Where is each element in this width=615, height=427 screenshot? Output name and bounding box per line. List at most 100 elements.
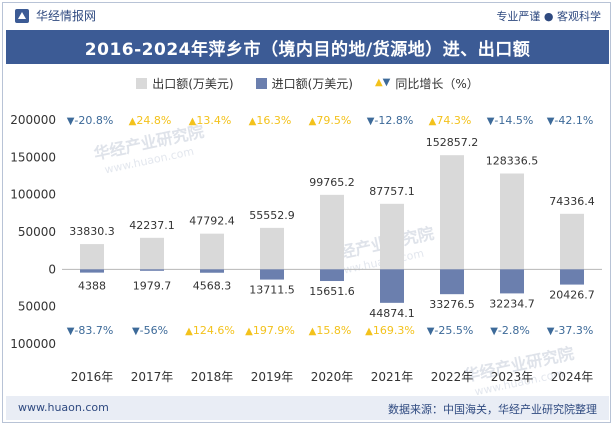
- import-bar: [260, 269, 284, 280]
- x-tick-label: 2019年: [251, 370, 294, 384]
- import-growth-label: -83.7%: [74, 324, 113, 337]
- export-bar: [260, 227, 284, 270]
- import-growth-item: ▼-83.7%: [67, 324, 114, 337]
- export-value-label: 152857.2: [426, 136, 479, 149]
- export-growth-item: ▼-20.8%: [67, 114, 114, 127]
- import-growth-label: 15.8%: [316, 324, 351, 337]
- export-bar: [440, 155, 464, 270]
- import-growth-item: ▼-37.3%: [547, 324, 594, 337]
- import-growth-label: 124.6%: [193, 324, 235, 337]
- import-growth-item: ▲15.8%: [309, 324, 352, 337]
- legend-label-import: 进口额(万美元): [271, 76, 353, 91]
- chart-title-bar: 2016-2024年萍乡市（境内目的地/货源地）进、出口额: [6, 30, 609, 64]
- export-growth-label: -42.1%: [554, 114, 593, 127]
- import-bar: [500, 269, 524, 294]
- triangle-up-icon: ▲: [245, 326, 253, 337]
- triangle-down-icon: ▼: [382, 77, 391, 88]
- growth-layer: ▼-20.8% ▲24.8% ▲13.4% ▲16.3% ▲79.5% ▼-12.8% ▲7…: [67, 114, 594, 337]
- x-tick-label: 2023年: [491, 370, 534, 384]
- export-growth-item: ▲79.5%: [309, 114, 352, 127]
- triangle-down-icon: ▼: [487, 116, 495, 127]
- triangle-up-icon: ▲: [365, 326, 373, 337]
- export-growth-item: ▼-14.5%: [487, 114, 534, 127]
- triangle-up-icon: ▲: [189, 116, 197, 127]
- triangle-down-icon: ▼: [547, 116, 555, 127]
- export-bar: [560, 213, 584, 270]
- import-growth-label: 169.3%: [373, 324, 415, 337]
- export-value-label: 47792.4: [189, 215, 235, 228]
- import-bar: [320, 269, 344, 282]
- import-growth-item: ▼-2.8%: [490, 324, 530, 337]
- triangle-up-icon: ▲: [309, 116, 317, 127]
- import-value-label: 20426.7: [549, 289, 595, 302]
- export-growth-label: 79.5%: [316, 114, 351, 127]
- bars-layer: [80, 155, 584, 303]
- import-growth-label: 197.9%: [253, 324, 295, 337]
- legend-item-export[interactable]: 出口额(万美元): [136, 75, 234, 92]
- legend-item-growth[interactable]: ▲ ▼ 同比增长（%）: [375, 75, 479, 92]
- slogan: 专业严谨 ● 客观科学: [496, 10, 601, 23]
- brand-name: 华经情报网: [36, 9, 97, 23]
- export-bar: [80, 244, 104, 270]
- import-value-label: 44874.1: [369, 307, 415, 320]
- triangle-down-icon: ▼: [67, 326, 75, 337]
- export-growth-item: ▲24.8%: [129, 114, 172, 127]
- export-growth-item: ▲16.3%: [249, 114, 292, 127]
- import-value-label: 1979.7: [133, 279, 172, 292]
- export-value-label: 87757.1: [369, 185, 415, 198]
- triangle-down-icon: ▼: [367, 116, 375, 127]
- export-value-label: 74336.4: [549, 195, 595, 208]
- triangle-up-icon: ▲: [249, 116, 257, 127]
- footer-source: 数据来源：中国海关，华经产业研究院整理: [388, 403, 597, 416]
- x-axis: 2016年 2017年 2018年 2019年 2020年 2021年 2022年 2023年…: [71, 370, 594, 384]
- export-bar: [500, 173, 524, 270]
- y-tick-label: 0: [48, 262, 56, 276]
- export-bar: [320, 194, 344, 270]
- export-bar: [140, 237, 164, 270]
- top-bar: 华经情报网 专业严谨 ● 客观科学: [0, 0, 615, 30]
- export-value-label: 128336.5: [486, 155, 539, 168]
- import-growth-item: ▲169.3%: [365, 324, 415, 337]
- x-tick-label: 2016年: [71, 370, 114, 384]
- export-growth-label: 74.3%: [436, 114, 471, 127]
- import-growth-item: ▲197.9%: [245, 324, 295, 337]
- export-growth-item: ▼-42.1%: [547, 114, 594, 127]
- x-tick-label: 2018年: [191, 370, 234, 384]
- legend-item-import[interactable]: 进口额(万美元): [255, 75, 353, 92]
- triangle-up-icon: ▲: [185, 326, 193, 337]
- import-growth-label: -37.3%: [554, 324, 593, 337]
- brand[interactable]: 华经情报网: [14, 7, 96, 24]
- x-tick-label: 2022年: [431, 370, 474, 384]
- legend-swatch-import: [255, 77, 267, 89]
- y-tick-label: 50000: [18, 300, 56, 314]
- x-tick-label: 2024年: [551, 370, 594, 384]
- export-growth-item: ▲74.3%: [429, 114, 472, 127]
- legend: 出口额(万美元) 进口额(万美元) ▲ ▼ 同比增长（%）: [0, 74, 615, 92]
- y-tick-label: 150000: [10, 150, 56, 164]
- triangle-up-icon: ▲: [129, 116, 137, 127]
- export-growth-label: -14.5%: [494, 114, 533, 127]
- import-value-label: 13711.5: [249, 284, 295, 297]
- labels-layer: 33830.3 4388 42237.1 1979.7 47792.4 4568.3 555…: [69, 136, 595, 320]
- import-value-label: 33276.5: [429, 298, 475, 311]
- export-value-label: 99765.2: [309, 176, 355, 189]
- import-growth-item: ▼-25.5%: [427, 324, 474, 337]
- import-growth-item: ▼-56%: [132, 324, 168, 337]
- triangle-down-icon: ▼: [490, 326, 498, 337]
- export-growth-label: -12.8%: [374, 114, 413, 127]
- x-tick-label: 2020年: [311, 370, 354, 384]
- import-growth-item: ▲124.6%: [185, 324, 235, 337]
- import-bar: [140, 269, 164, 271]
- x-tick-label: 2021年: [371, 370, 414, 384]
- footer-url[interactable]: www.huaon.com: [18, 401, 109, 414]
- import-value-label: 32234.7: [489, 297, 535, 310]
- import-bar: [200, 269, 224, 273]
- import-bar: [560, 269, 584, 285]
- export-growth-label: -20.8%: [74, 114, 113, 127]
- legend-label-export: 出口额(万美元): [152, 76, 234, 91]
- y-tick-label: 100000: [10, 337, 56, 351]
- import-value-label: 4568.3: [193, 279, 232, 292]
- import-growth-label: -56%: [140, 324, 168, 337]
- import-bar: [80, 269, 104, 273]
